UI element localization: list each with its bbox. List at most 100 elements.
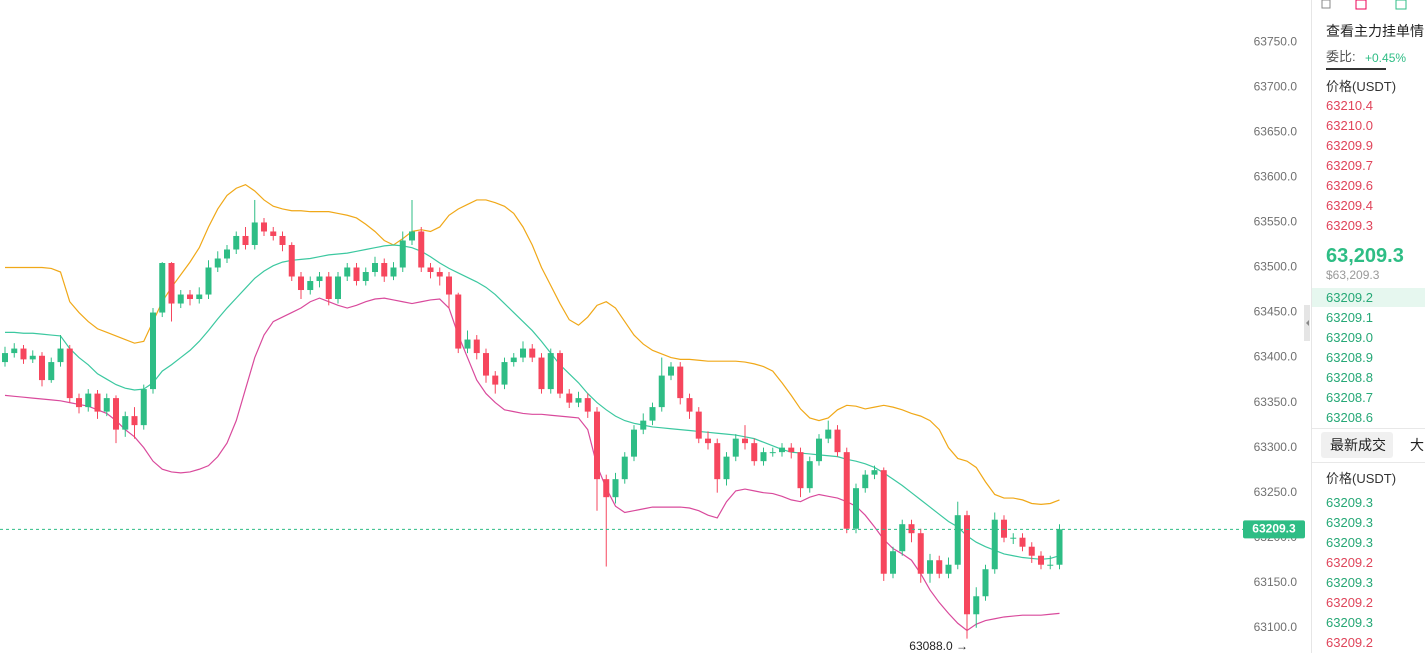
candle-body bbox=[677, 366, 684, 399]
trade-price: 63209.2 bbox=[1326, 635, 1373, 650]
candle-body bbox=[131, 416, 138, 426]
last-price: 63,209.3 bbox=[1326, 245, 1404, 267]
candle-body bbox=[760, 452, 767, 462]
bid-price: 63208.6 bbox=[1326, 410, 1373, 425]
candle-body bbox=[483, 353, 489, 376]
candle-body bbox=[140, 389, 147, 426]
tab[interactable]: 最新成交 bbox=[1330, 437, 1386, 453]
ask-price: 63210.4 bbox=[1326, 98, 1373, 113]
candle-body bbox=[187, 294, 193, 300]
candle-body bbox=[806, 461, 813, 489]
collapse-arrow bbox=[1306, 320, 1309, 326]
candle-body bbox=[917, 533, 924, 574]
candle-body bbox=[936, 560, 943, 574]
candle-body bbox=[261, 222, 267, 232]
candle-body bbox=[529, 348, 536, 358]
y-tick-label: 63400.0 bbox=[1254, 350, 1298, 364]
candle-body bbox=[862, 474, 869, 489]
candle-body bbox=[39, 355, 45, 381]
candle-body bbox=[48, 362, 55, 381]
y-tick-label: 63550.0 bbox=[1254, 215, 1298, 229]
order-link[interactable]: 查看主力挂单情 bbox=[1326, 23, 1424, 39]
icon[interactable] bbox=[1355, 0, 1367, 10]
candle-body bbox=[871, 470, 878, 475]
candle-body bbox=[945, 564, 952, 574]
y-tick-label: 63100.0 bbox=[1254, 620, 1298, 634]
candle-body bbox=[779, 447, 785, 453]
candle-body bbox=[325, 276, 332, 300]
y-tick-label: 63600.0 bbox=[1254, 170, 1298, 184]
tab[interactable]: 大 bbox=[1410, 437, 1424, 453]
candle-body bbox=[2, 353, 8, 363]
candle-body bbox=[66, 348, 73, 399]
bid-price: 63209.0 bbox=[1326, 330, 1373, 345]
candle-body bbox=[288, 244, 295, 277]
candle-body bbox=[233, 235, 240, 250]
candle-body bbox=[640, 420, 647, 430]
ask-price: 63209.4 bbox=[1326, 198, 1373, 213]
candle-body bbox=[113, 398, 119, 430]
trade-price: 63209.2 bbox=[1326, 555, 1373, 570]
candle-body bbox=[1001, 519, 1007, 538]
last-price-usd: $63,209.3 bbox=[1326, 268, 1380, 282]
candle-body bbox=[723, 456, 730, 480]
candle-body bbox=[76, 398, 82, 408]
y-tick-label: 63750.0 bbox=[1254, 35, 1298, 49]
candle-body bbox=[20, 348, 27, 360]
separator bbox=[1312, 428, 1425, 429]
last-price-label: 63209.3 bbox=[1252, 522, 1296, 536]
candle-body bbox=[686, 398, 693, 412]
ask-price: 63209.3 bbox=[1326, 218, 1373, 233]
candle-body bbox=[520, 348, 526, 358]
y-tick-label: 63700.0 bbox=[1254, 80, 1298, 94]
candle-body bbox=[362, 272, 369, 282]
candle-body bbox=[409, 231, 415, 241]
candle-body bbox=[991, 519, 998, 570]
candle-body bbox=[251, 222, 258, 245]
bid-highlight bbox=[1312, 288, 1425, 307]
candle-body bbox=[964, 515, 970, 615]
separator bbox=[1326, 68, 1386, 70]
candle-body bbox=[899, 524, 906, 552]
candle-body bbox=[85, 393, 92, 408]
ask-price: 63210.0 bbox=[1326, 118, 1373, 133]
icon[interactable] bbox=[1321, 0, 1331, 9]
candle-body bbox=[11, 348, 18, 354]
y-tick-label: 63300.0 bbox=[1254, 440, 1298, 454]
candle-body bbox=[307, 281, 314, 291]
candle-body bbox=[973, 596, 980, 615]
candle-body bbox=[575, 398, 582, 403]
trade-price: 63209.3 bbox=[1326, 615, 1373, 630]
candle-body bbox=[399, 240, 406, 268]
candle-body bbox=[473, 339, 480, 354]
candle-body bbox=[1038, 555, 1044, 565]
candle-body bbox=[751, 443, 758, 462]
bid-price: 63208.8 bbox=[1326, 370, 1373, 385]
candle-body bbox=[594, 411, 600, 480]
candle-body bbox=[714, 443, 721, 480]
y-tick-label: 63450.0 bbox=[1254, 305, 1298, 319]
candle-body bbox=[843, 452, 850, 529]
icon[interactable] bbox=[1395, 0, 1407, 10]
bid-price: 63208.9 bbox=[1326, 350, 1373, 365]
separator bbox=[1312, 462, 1425, 463]
candle-body bbox=[695, 411, 702, 439]
candle-body bbox=[880, 470, 887, 574]
candle-body bbox=[344, 267, 351, 277]
trade-price: 63209.3 bbox=[1326, 535, 1373, 550]
candle-body bbox=[418, 231, 425, 268]
candle-body bbox=[742, 438, 748, 444]
candle-body bbox=[150, 312, 156, 390]
candle-body bbox=[214, 258, 221, 268]
candle-body bbox=[270, 231, 277, 236]
y-tick-label: 63650.0 bbox=[1254, 125, 1298, 139]
candle-body bbox=[557, 353, 563, 394]
candle-body bbox=[122, 416, 129, 430]
candle-body bbox=[279, 235, 286, 245]
candle-body bbox=[1019, 537, 1026, 547]
last-price-box bbox=[1243, 520, 1305, 539]
bid-price: 63209.2 bbox=[1326, 290, 1373, 305]
ask-price: 63209.9 bbox=[1326, 138, 1373, 153]
candle-body bbox=[224, 249, 230, 259]
candle-body bbox=[954, 515, 961, 565]
